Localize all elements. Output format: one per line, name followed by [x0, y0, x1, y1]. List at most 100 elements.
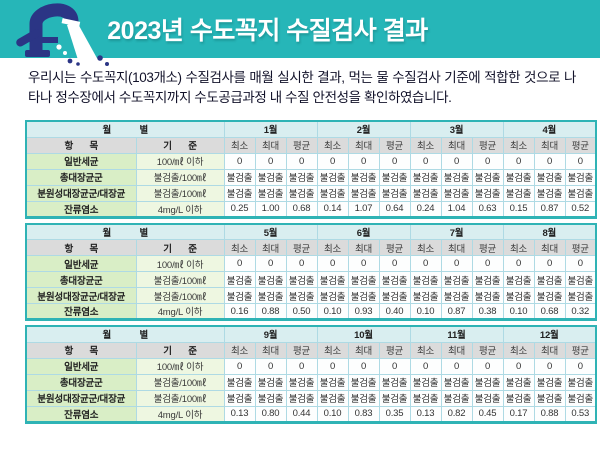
value-cell: 불검출: [503, 185, 535, 202]
value-cell: 0.83: [348, 406, 380, 423]
value-cell: 0.53: [565, 406, 597, 423]
stat-header-cell: 최대: [441, 342, 473, 359]
value-cell: 불검출: [441, 271, 473, 288]
faucet-arm: [36, 37, 58, 43]
value-cell: 0: [565, 153, 597, 170]
stat-header-cell: 평균: [379, 137, 411, 154]
value-cell: 불검출: [224, 169, 256, 186]
standard-cell: 불검출/100㎖: [136, 169, 225, 186]
value-cell: 불검출: [472, 169, 504, 186]
stat-header-cell: 최소: [224, 239, 256, 256]
value-cell: 0: [534, 358, 566, 375]
value-cell: 불검출: [286, 271, 318, 288]
water-droplet: [56, 44, 62, 50]
stat-header-cell: 평균: [565, 137, 597, 154]
value-cell: 불검출: [503, 169, 535, 186]
stat-header-cell: 최소: [503, 239, 535, 256]
stat-header-cell: 최소: [503, 137, 535, 154]
value-cell: 불검출: [348, 374, 380, 391]
value-cell: 불검출: [379, 287, 411, 304]
value-cell: 불검출: [534, 390, 566, 407]
standard-cell: 100/㎖ 이하: [136, 255, 225, 272]
value-cell: 0.88: [255, 303, 287, 320]
value-cell: 0: [441, 358, 473, 375]
item-column-header: 항 목: [26, 342, 137, 359]
value-cell: 불검출: [348, 185, 380, 202]
item-cell: 분원성대장균군/대장균: [26, 287, 137, 304]
value-cell: 불검출: [534, 374, 566, 391]
value-cell: 0: [503, 255, 535, 272]
value-cell: 0.93: [348, 303, 380, 320]
stat-header-cell: 최대: [441, 239, 473, 256]
item-cell: 잔류염소: [26, 303, 137, 320]
month-header-cell: 5월: [224, 223, 318, 240]
standard-column-header: 기 준: [136, 342, 225, 359]
value-cell: 0: [348, 255, 380, 272]
value-cell: 불검출: [410, 390, 442, 407]
stat-header-cell: 평균: [286, 239, 318, 256]
value-cell: 0.44: [286, 406, 318, 423]
intro-text: 우리시는 수도꼭지(103개소) 수질검사를 매월 실시한 결과, 먹는 물 수…: [28, 70, 576, 105]
value-cell: 불검출: [472, 390, 504, 407]
table-row: 총대장균군 불검출/100㎖ 불검출 불검출 불검출 불검출 불검출 불검출 불검출 불검출 불검출…: [26, 271, 597, 288]
stat-header-cell: 최소: [410, 239, 442, 256]
value-cell: 0: [286, 255, 318, 272]
value-cell: 0: [379, 255, 411, 272]
stat-header-cell: 최대: [255, 239, 287, 256]
value-cell: 0: [224, 255, 256, 272]
value-cell: 0.68: [286, 201, 318, 218]
value-cell: 불검출: [286, 287, 318, 304]
value-cell: 0: [410, 358, 442, 375]
month-row-label: 월 별: [26, 223, 225, 240]
table-row: 잔류염소 4mg/L 이하 0.25 1.00 0.68 0.14 1.07 0.64 0.24…: [26, 201, 597, 218]
stat-header-cell: 최소: [317, 342, 349, 359]
value-cell: 0: [379, 358, 411, 375]
item-cell: 일반세균: [26, 358, 137, 375]
value-cell: 불검출: [534, 271, 566, 288]
value-cell: 불검출: [286, 390, 318, 407]
month-header-cell: 4월: [503, 121, 597, 138]
value-cell: 0: [317, 153, 349, 170]
faucet-icon: [16, 3, 109, 66]
value-cell: 불검출: [286, 169, 318, 186]
value-cell: 불검출: [503, 271, 535, 288]
water-droplet: [63, 51, 67, 55]
stat-header-cell: 평균: [472, 137, 504, 154]
value-cell: 불검출: [503, 287, 535, 304]
stat-header-cell: 최소: [224, 342, 256, 359]
stat-header-cell: 평균: [286, 137, 318, 154]
value-cell: 0.82: [441, 406, 473, 423]
value-cell: 불검출: [317, 287, 349, 304]
value-cell: 0.32: [565, 303, 597, 320]
value-cell: 0.40: [379, 303, 411, 320]
month-header-cell: 7월: [410, 223, 504, 240]
value-cell: 불검출: [255, 169, 287, 186]
value-cell: 불검출: [286, 374, 318, 391]
value-cell: 0: [565, 358, 597, 375]
value-cell: 0.10: [410, 303, 442, 320]
standard-cell: 4mg/L 이하: [136, 201, 225, 218]
value-cell: 불검출: [255, 185, 287, 202]
standard-cell: 4mg/L 이하: [136, 406, 225, 423]
value-cell: 불검출: [317, 271, 349, 288]
value-cell: 불검출: [379, 390, 411, 407]
value-cell: 불검출: [317, 185, 349, 202]
value-cell: 0.13: [410, 406, 442, 423]
table-row: 일반세균 100/㎖ 이하 0 0 0 0 0 0 0 0 0 0 0 0: [26, 358, 597, 375]
standard-column-header: 기 준: [136, 137, 225, 154]
value-cell: 불검출: [224, 390, 256, 407]
value-cell: 0: [286, 358, 318, 375]
value-cell: 불검출: [441, 185, 473, 202]
value-cell: 0.87: [441, 303, 473, 320]
item-cell: 잔류염소: [26, 201, 137, 218]
table-row: 분원성대장균군/대장균 불검출/100㎖ 불검출 불검출 불검출 불검출 불검출 불검출 불검출…: [26, 287, 597, 304]
item-cell: 분원성대장균군/대장균: [26, 390, 137, 407]
month-header-cell: 3월: [410, 121, 504, 138]
value-cell: 불검출: [565, 271, 597, 288]
value-cell: 불검출: [317, 169, 349, 186]
value-cell: 불검출: [348, 271, 380, 288]
item-cell: 총대장균군: [26, 271, 137, 288]
stat-header-cell: 최대: [255, 137, 287, 154]
